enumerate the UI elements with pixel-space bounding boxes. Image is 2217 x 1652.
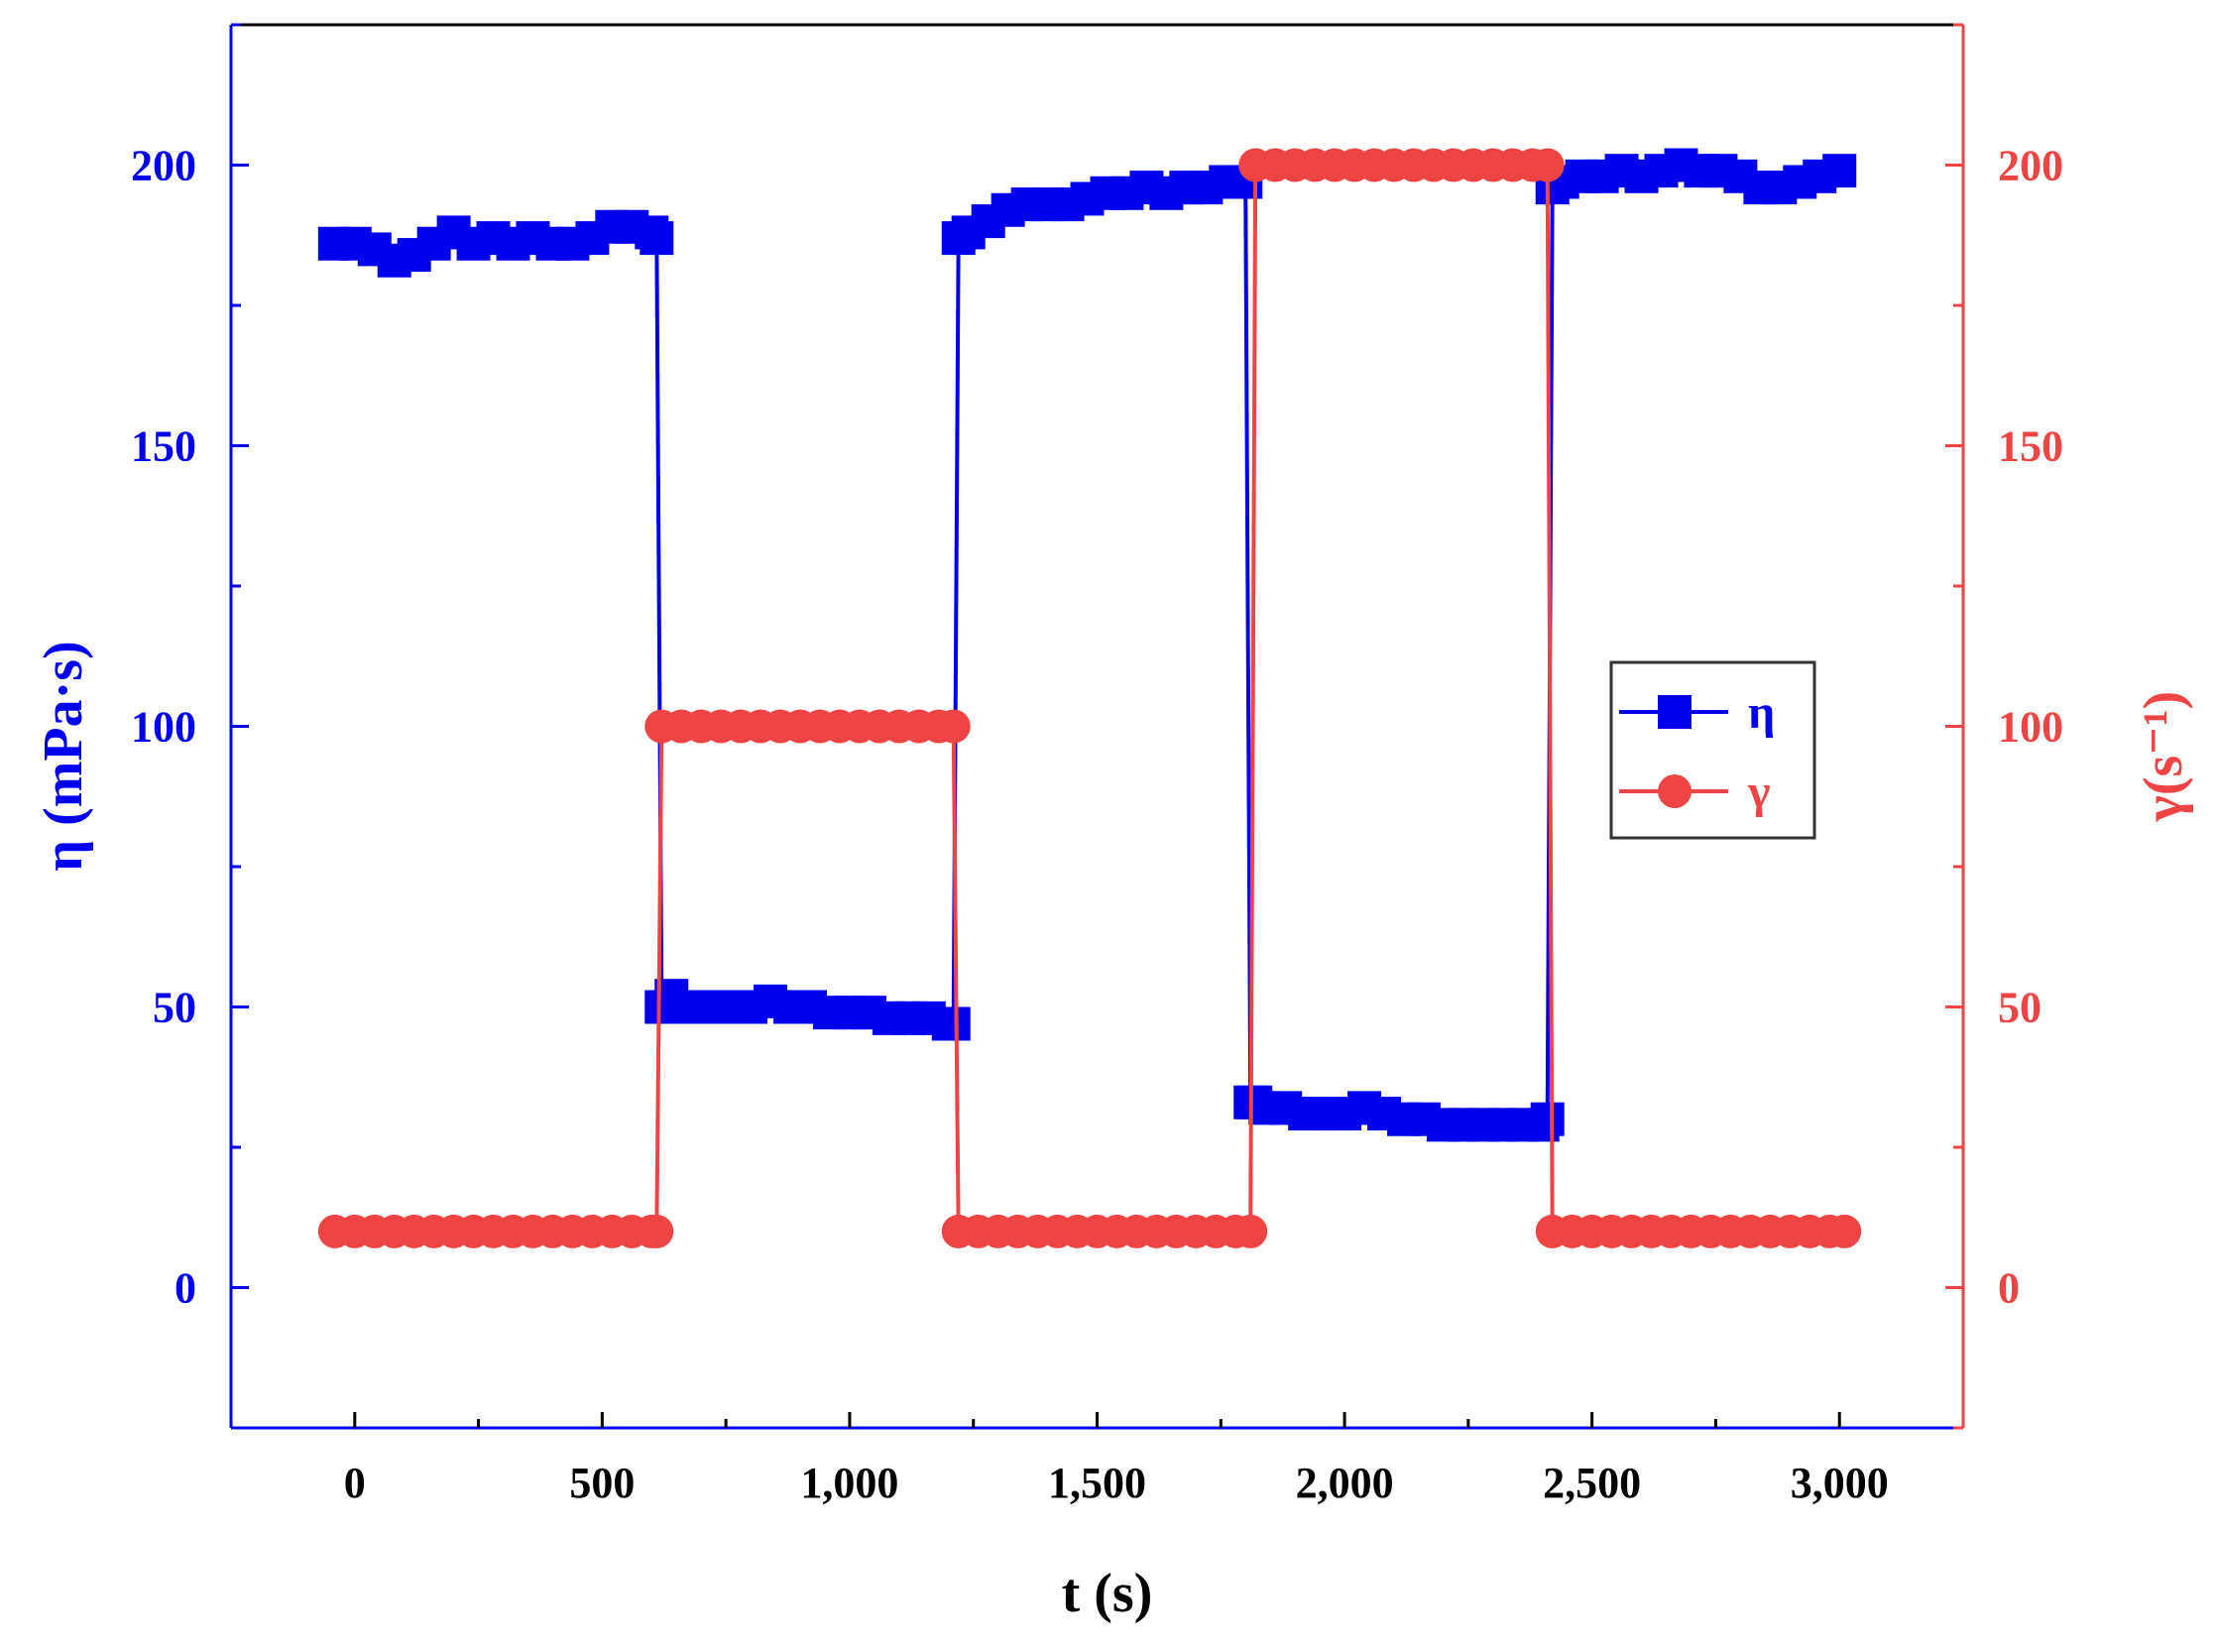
y-tick-label: 150 [131, 422, 196, 471]
x-tick-label: 2,500 [1543, 1459, 1641, 1507]
y2-tick-label: 150 [1998, 422, 2063, 471]
data-point [1822, 154, 1857, 188]
data-point [1530, 1102, 1565, 1136]
x-axis-title: t (s) [1062, 1563, 1153, 1624]
legend: ηγ [1609, 660, 1816, 840]
series-gamma [317, 148, 1862, 1248]
legend-marker-square [1658, 695, 1692, 729]
series-layer [317, 148, 1862, 1248]
legend-entry: γ [1619, 766, 1770, 818]
legend-marker-circle [1658, 774, 1692, 808]
x-tick-label: 1,500 [1048, 1459, 1146, 1507]
data-point [1233, 1214, 1268, 1248]
legend-label: η [1748, 686, 1775, 739]
y-tick-label: 0 [175, 1264, 196, 1313]
y2-tick-label: 200 [1998, 142, 2063, 190]
y2-tick-label: 50 [1998, 984, 2042, 1032]
data-point [936, 1006, 971, 1041]
data-point [640, 221, 674, 256]
legend-entry: η [1619, 686, 1775, 739]
x-tick-label: 0 [344, 1459, 366, 1507]
axes-layer: 0 500 1,000 1,500 2,000 2,500 3,00005010015020… [33, 23, 2194, 1624]
series-eta [317, 148, 1857, 1142]
legend-box [1609, 660, 1816, 840]
x-tick-label: 1,000 [800, 1459, 898, 1507]
data-point [640, 1214, 674, 1248]
y2-tick-label: 0 [1998, 1264, 2020, 1313]
y-axis-title: η (mPa·s) [33, 641, 94, 871]
data-point [1530, 148, 1565, 182]
y-tick-label: 200 [131, 142, 196, 190]
x-tick-label: 500 [569, 1459, 635, 1507]
y2-axis-title: γ(s⁻¹) [2133, 691, 2194, 823]
y-tick-label: 100 [131, 703, 196, 752]
data-point [1827, 1214, 1862, 1248]
legend-label: γ [1747, 766, 1770, 818]
data-point [936, 709, 971, 744]
y2-tick-label: 100 [1998, 703, 2063, 752]
series-line [334, 163, 1840, 1127]
y-tick-label: 50 [153, 984, 196, 1032]
x-tick-label: 2,000 [1296, 1459, 1394, 1507]
x-tick-label: 3,000 [1791, 1459, 1889, 1507]
